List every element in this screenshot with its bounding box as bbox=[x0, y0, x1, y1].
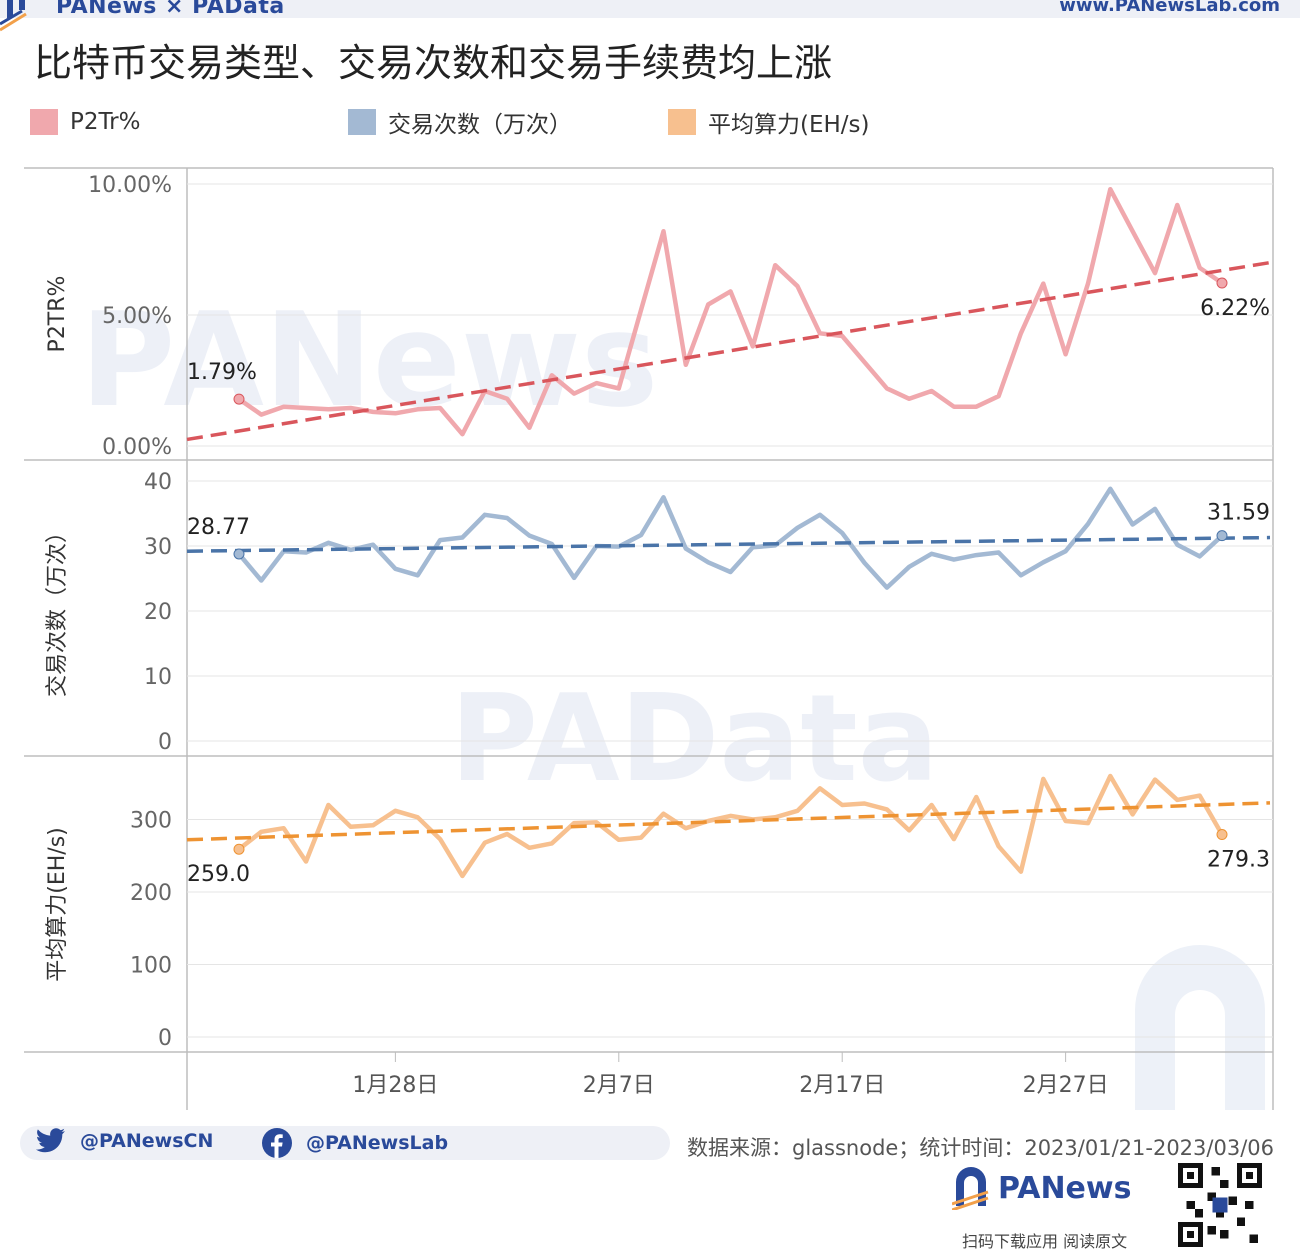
facebook-icon bbox=[262, 1128, 292, 1158]
end-value-label: 279.3 bbox=[1207, 848, 1270, 873]
legend-swatch-tx bbox=[348, 109, 376, 135]
y-tick-label: 0.00% bbox=[102, 435, 172, 460]
start-value-label: 28.77 bbox=[187, 515, 250, 540]
series-line-hash bbox=[236, 773, 1225, 879]
legend-swatch-hash bbox=[668, 109, 696, 135]
panews-logo-icon bbox=[952, 1167, 989, 1210]
y-tick-label: 0 bbox=[158, 1026, 172, 1051]
start-point-marker bbox=[233, 548, 245, 560]
brand-left: PANews × PAData bbox=[56, 0, 285, 19]
end-point-marker bbox=[1216, 277, 1228, 289]
end-value-label: 31.59 bbox=[1207, 501, 1270, 526]
watermark-padata: PAData bbox=[450, 670, 939, 809]
twitter-label: @PANewsCN bbox=[80, 1130, 214, 1152]
legend-item-p2tr: P2Tr% bbox=[30, 104, 140, 140]
end-value-label: 6.22% bbox=[1200, 296, 1270, 321]
y-tick-label: 40 bbox=[144, 470, 172, 495]
legend-item-tx: 交易次数（万次） bbox=[348, 104, 572, 140]
qr-code-icon[interactable] bbox=[1170, 1163, 1270, 1247]
y-tick-label: 20 bbox=[144, 600, 172, 625]
facebook-handle[interactable]: @PANewsLab bbox=[262, 1128, 448, 1158]
x-tick-label: 2月27日 bbox=[1023, 1073, 1109, 1098]
trend-line-tx bbox=[186, 535, 1271, 553]
y-axis-label: 交易次数（万次） bbox=[45, 521, 70, 697]
legend-label-hash: 平均算力(EH/s) bbox=[708, 112, 870, 138]
y-tick-label: 30 bbox=[144, 535, 172, 560]
facebook-label: @PANewsLab bbox=[306, 1132, 449, 1154]
brand-website: www.PANewsLab.com bbox=[1059, 0, 1280, 16]
y-tick-label: 10 bbox=[144, 665, 172, 690]
top-banner bbox=[0, 0, 1300, 18]
twitter-handle[interactable]: @PANewsCN bbox=[36, 1128, 213, 1154]
trend-line-p2tr bbox=[186, 260, 1271, 442]
x-tick-label: 2月7日 bbox=[583, 1073, 655, 1098]
series-line-tx bbox=[236, 486, 1225, 590]
scan-caption: 扫码下载应用 阅读原文 bbox=[962, 1232, 1128, 1251]
legend-swatch-p2tr bbox=[30, 109, 58, 135]
start-value-label: 259.0 bbox=[187, 862, 250, 887]
y-tick-label: 200 bbox=[130, 881, 172, 906]
x-tick-label: 2月17日 bbox=[799, 1073, 885, 1098]
legend-label-p2tr: P2Tr% bbox=[70, 109, 141, 135]
end-point-marker bbox=[1216, 829, 1228, 841]
y-tick-label: 5.00% bbox=[102, 304, 172, 329]
twitter-icon bbox=[36, 1128, 65, 1153]
chart-title: 比特币交易类型、交易次数和交易手续费均上涨 bbox=[34, 41, 833, 85]
start-point-marker bbox=[233, 393, 245, 405]
footer-bar bbox=[20, 1126, 670, 1160]
y-tick-label: 0 bbox=[158, 730, 172, 755]
end-point-marker bbox=[1216, 530, 1228, 542]
trend-line-hash bbox=[186, 801, 1271, 842]
y-axis-label: 平均算力(EH/s) bbox=[45, 827, 70, 981]
y-tick-label: 10.00% bbox=[88, 173, 172, 198]
legend-label-tx: 交易次数（万次） bbox=[388, 112, 572, 138]
footer-brand-name: PANews bbox=[998, 1170, 1132, 1206]
watermark-logo-icon bbox=[1135, 945, 1265, 1110]
data-source-note: 数据来源：glassnode；统计时间：2023/01/21-2023/03/0… bbox=[687, 1136, 1274, 1160]
footer-brand: PANews bbox=[952, 1166, 1131, 1210]
x-tick-label: 1月28日 bbox=[352, 1073, 438, 1098]
start-value-label: 1.79% bbox=[187, 360, 257, 385]
legend-item-hash: 平均算力(EH/s) bbox=[668, 104, 870, 140]
start-point-marker bbox=[233, 843, 245, 855]
panews-corner-logo-icon bbox=[0, 0, 27, 32]
y-tick-label: 100 bbox=[130, 954, 172, 979]
y-tick-label: 300 bbox=[130, 809, 172, 834]
series-line-p2tr bbox=[236, 186, 1225, 437]
y-axis-label: P2TR% bbox=[45, 276, 70, 353]
